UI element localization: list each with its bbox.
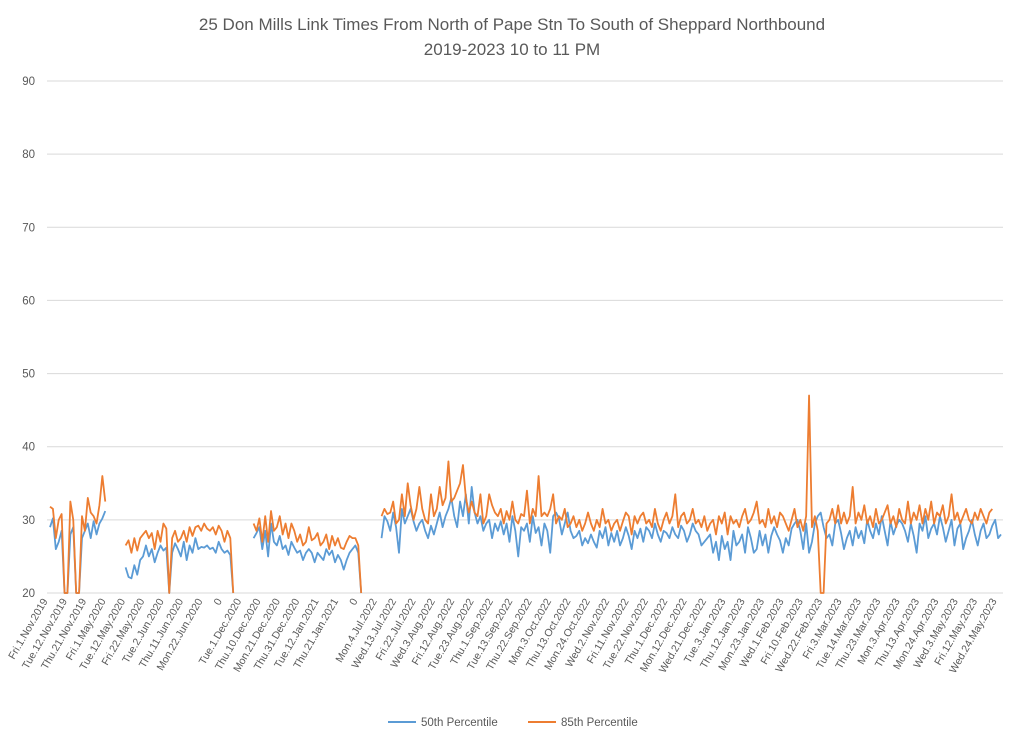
chart-title: 25 Don Mills Link Times From North of Pa… <box>199 15 825 34</box>
series-lines <box>49 394 1002 594</box>
gridlines <box>47 80 1003 594</box>
y-tick-label: 90 <box>22 76 35 88</box>
x-axis-ticks: Fri.1.Nov.2019Tue.12.Nov.2019Thu.21.Nov.… <box>6 596 1000 675</box>
chart-subtitle: 2019-2023 10 to 11 PM <box>424 40 600 59</box>
series-line-50th-segment-1 <box>124 537 235 594</box>
y-tick-label: 70 <box>22 222 35 234</box>
y-axis-ticks: 20 30 40 50 60 70 80 90 <box>22 76 35 600</box>
y-tick-label: 80 <box>22 149 35 161</box>
series-line-50th-segment-2 <box>252 522 363 594</box>
legend-label-50th: 50th Percentile <box>421 717 498 729</box>
y-tick-label: 50 <box>22 369 35 381</box>
y-tick-label: 60 <box>22 295 35 307</box>
series-line-85th-segment-3 <box>380 394 993 594</box>
series-line-85th-segment-2 <box>252 510 363 594</box>
x-tick-label: 0 <box>347 596 360 607</box>
series-line-50th-segment-3 <box>380 486 1002 561</box>
x-tick-label: 0 <box>212 596 225 607</box>
series-line-85th-segment-0 <box>49 475 107 594</box>
legend-label-85th: 85th Percentile <box>561 717 638 729</box>
y-tick-label: 20 <box>22 588 35 600</box>
y-tick-label: 40 <box>22 442 35 454</box>
series-line-85th-segment-1 <box>124 522 235 594</box>
y-tick-label: 30 <box>22 515 35 527</box>
legend: 50th Percentile 85th Percentile <box>388 717 638 729</box>
